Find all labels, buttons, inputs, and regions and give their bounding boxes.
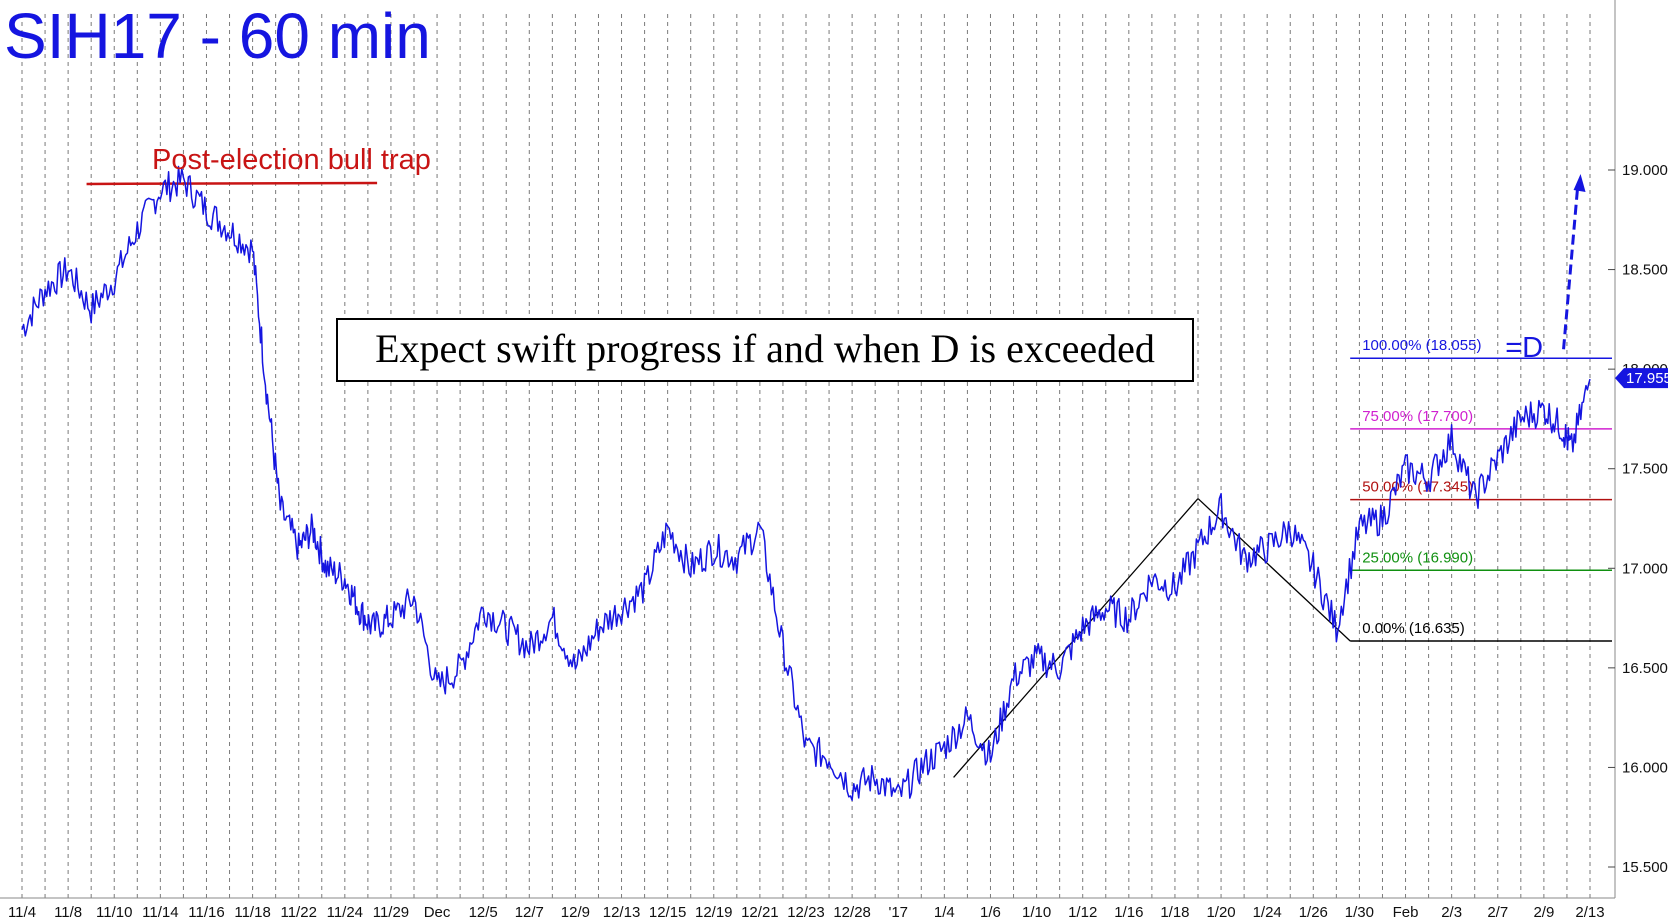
callout-text: Expect swift progress if and when D is e… xyxy=(375,326,1155,371)
last-price-label: 17.955 xyxy=(1626,370,1672,387)
x-tick-label: 12/13 xyxy=(603,904,641,921)
callout-box xyxy=(336,318,1194,382)
fib-level-label: 0.00% (16.635) xyxy=(1362,620,1465,637)
x-tick-label: 1/18 xyxy=(1160,904,1189,921)
y-tick-label: 16.000 xyxy=(1622,759,1668,776)
x-tick-labels: 11/4 11/8 11/10 11/14 11/16 11/18 11/22 11/24 11… xyxy=(8,904,1605,921)
x-tick-label: 2/3 xyxy=(1441,904,1462,921)
x-tick-label: 11/22 xyxy=(280,904,316,921)
x-tick-label: 1/24 xyxy=(1253,904,1282,921)
x-tick-label: 12/19 xyxy=(695,904,733,921)
x-tick-label: 1/6 xyxy=(980,904,1001,921)
x-tick-label: 1/26 xyxy=(1299,904,1328,921)
x-tick-label: Feb xyxy=(1393,904,1419,921)
y-tick-label: 17.000 xyxy=(1622,560,1668,577)
x-tick-label: 1/10 xyxy=(1022,904,1051,921)
x-tick-label: 11/8 xyxy=(54,904,82,921)
price-series xyxy=(21,165,1591,802)
target-arrow-shaft xyxy=(1562,187,1580,350)
fib-level-label: 100.00% (18.055) xyxy=(1362,337,1481,354)
y-tick-labels: 15.50016.00016.50017.00017.50018.00018.5… xyxy=(1608,162,1668,876)
y-tick-label: 17.500 xyxy=(1622,461,1668,478)
chart-title: SIH17 - 60 min xyxy=(4,0,431,72)
x-tick-label: 11/29 xyxy=(373,904,409,921)
price-line xyxy=(21,165,1591,802)
x-tick-label: 12/5 xyxy=(469,904,498,921)
x-tick-label: 12/15 xyxy=(649,904,687,921)
resistance-line xyxy=(86,181,378,186)
x-tick-label: 11/4 xyxy=(8,904,36,921)
fibonacci-levels: 100.00% (18.055) 75.00% (17.700) 50.00% (1… xyxy=(1350,332,1612,642)
x-tick-label: Dec xyxy=(424,904,451,921)
bull-trap-annotation: Post-election bull trap xyxy=(152,144,431,176)
x-tick-label: '17 xyxy=(888,904,908,921)
x-tick-label: 12/23 xyxy=(787,904,825,921)
fib-level-label: 50.00% (17.345) xyxy=(1362,479,1473,496)
x-tick-label: 2/13 xyxy=(1575,904,1604,921)
x-tick-label: 2/9 xyxy=(1533,904,1554,921)
x-tick-label: 1/20 xyxy=(1206,904,1235,921)
resistance-line-group xyxy=(86,181,378,186)
x-tick-label: 12/28 xyxy=(833,904,871,921)
last-price-badge xyxy=(1615,368,1668,389)
x-tick-label: 1/4 xyxy=(934,904,955,921)
y-tick-label: 15.500 xyxy=(1622,859,1668,876)
x-tick-label: 12/21 xyxy=(741,904,779,921)
x-tick-label: 12/9 xyxy=(561,904,590,921)
x-tick-label: 1/30 xyxy=(1345,904,1374,921)
x-tick-label: 11/18 xyxy=(234,904,270,921)
x-tick-label: 1/16 xyxy=(1114,904,1143,921)
fib-level-label: 75.00% (17.700) xyxy=(1362,408,1473,425)
x-tick-label: 12/7 xyxy=(515,904,544,921)
x-tick-label: 11/16 xyxy=(188,904,224,921)
x-tick-label: 2/7 xyxy=(1487,904,1508,921)
x-tick-label: 11/24 xyxy=(327,904,363,921)
y-tick-label: 16.500 xyxy=(1622,660,1668,677)
x-tick-label: 11/14 xyxy=(142,904,178,921)
target-arrow xyxy=(1562,173,1586,350)
last-price-marker: 17.955 xyxy=(1615,368,1672,389)
vertical-gridlines xyxy=(21,14,1591,898)
x-tick-label: 1/12 xyxy=(1068,904,1097,921)
y-tick-label: 18.500 xyxy=(1622,262,1668,279)
target-arrow-head xyxy=(1573,173,1586,192)
x-tick-label: 11/10 xyxy=(96,904,132,921)
y-tick-label: 19.000 xyxy=(1622,162,1668,179)
fib-level-label: 25.00% (16.990) xyxy=(1362,549,1473,566)
d-label: =D xyxy=(1505,332,1543,364)
